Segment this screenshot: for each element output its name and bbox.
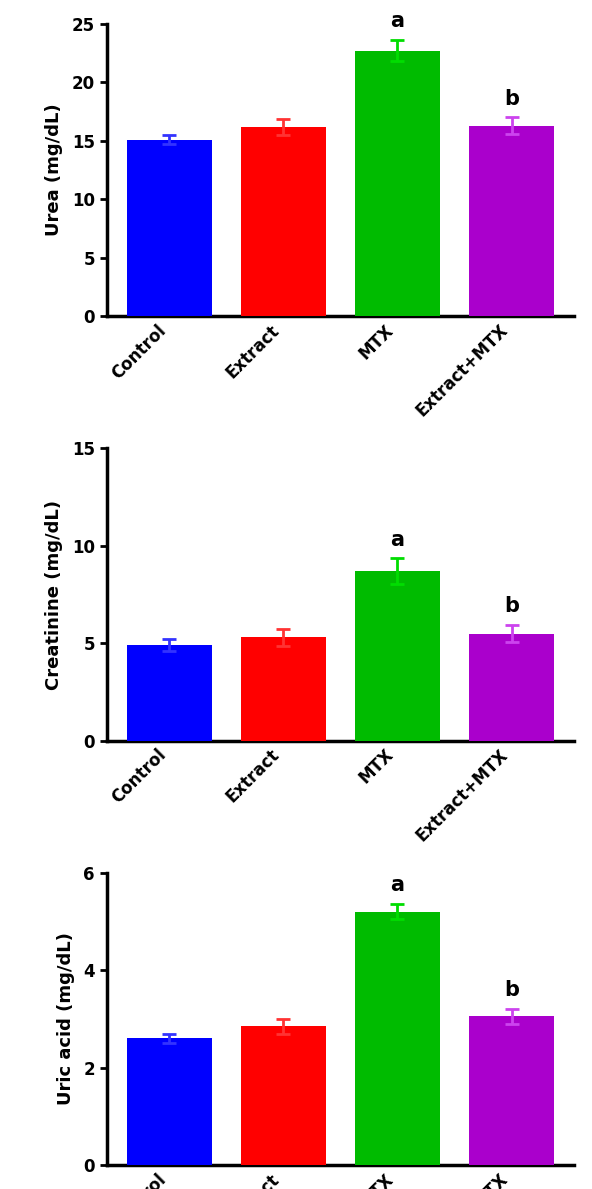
Text: a: a	[391, 12, 404, 31]
Bar	[355, 571, 440, 741]
Bar	[240, 127, 326, 316]
Bar	[127, 139, 212, 316]
Y-axis label: Urea (mg/dL): Urea (mg/dL)	[46, 103, 63, 237]
Bar	[355, 51, 440, 316]
Bar	[240, 637, 326, 741]
Text: b: b	[504, 89, 519, 108]
Y-axis label: Uric acid (mg/dL): Uric acid (mg/dL)	[57, 932, 75, 1106]
Bar	[355, 912, 440, 1165]
Bar	[469, 1017, 554, 1165]
Bar	[469, 126, 554, 316]
Bar	[240, 1026, 326, 1165]
Bar	[127, 646, 212, 741]
Text: a: a	[391, 875, 404, 895]
Bar	[127, 1038, 212, 1165]
Text: a: a	[391, 529, 404, 549]
Text: b: b	[504, 981, 519, 1000]
Text: b: b	[504, 596, 519, 616]
Y-axis label: Creatinine (mg/dL): Creatinine (mg/dL)	[46, 499, 63, 690]
Bar	[469, 634, 554, 741]
